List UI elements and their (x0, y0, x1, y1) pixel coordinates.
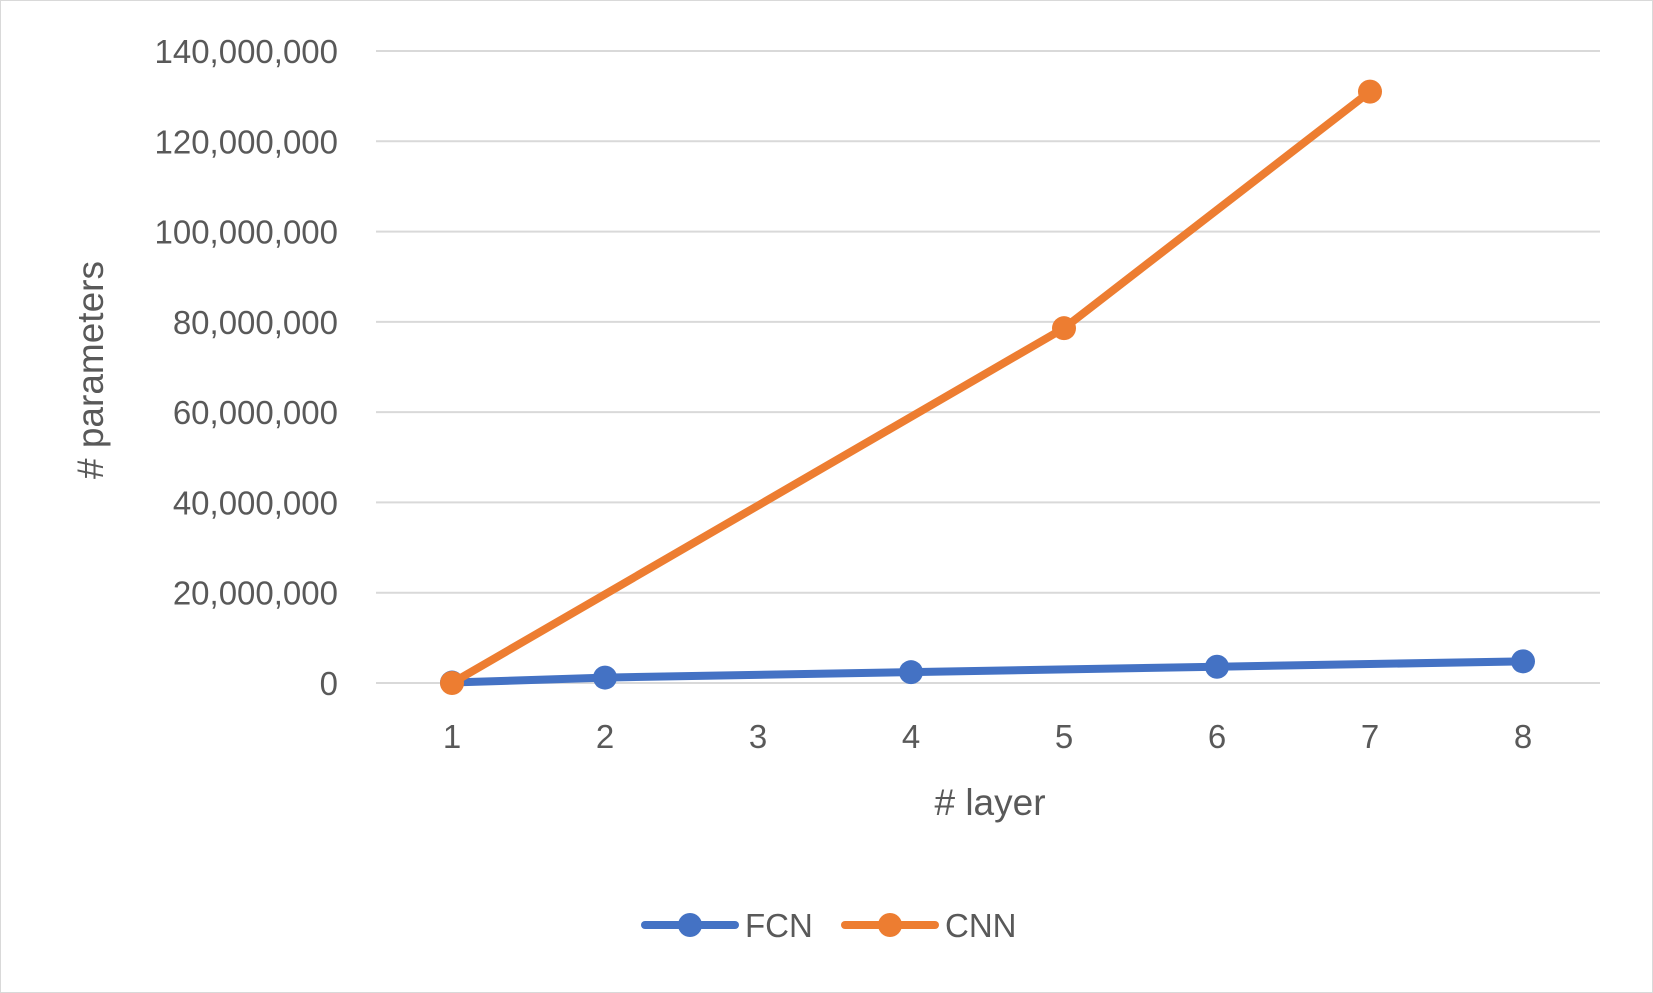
legend-label-fcn: FCN (745, 907, 813, 944)
x-tick-label: 5 (1055, 718, 1073, 755)
data-point-fcn (1205, 654, 1229, 679)
x-tick-label: 4 (902, 718, 920, 755)
x-axis-title: # layer (934, 782, 1045, 823)
y-tick-label: 60,000,000 (173, 394, 338, 431)
data-point-fcn (899, 660, 923, 685)
data-point-cnn (1052, 316, 1076, 341)
y-axis-ticks: 0 20,000,000 40,000,000 60,000,000 80,000,00… (154, 33, 338, 702)
legend: FCN CNN (641, 907, 1017, 944)
x-tick-label: 3 (749, 718, 767, 755)
x-axis-ticks: 1 2 3 4 5 6 7 8 (443, 718, 1532, 755)
x-tick-label: 2 (596, 718, 614, 755)
series-lines (440, 79, 1535, 695)
data-point-cnn (1358, 79, 1382, 104)
x-tick-label: 1 (443, 718, 461, 755)
series-line-cnn (448, 87, 1374, 687)
y-tick-label: 80,000,000 (173, 304, 338, 341)
x-tick-label: 8 (1514, 718, 1532, 755)
legend-marker-cnn (878, 913, 902, 937)
data-point-fcn (1511, 649, 1535, 674)
y-axis-title: # parameters (70, 261, 111, 479)
data-point-fcn (593, 665, 617, 690)
gridlines (376, 50, 1600, 684)
data-point-cnn (440, 671, 464, 695)
legend-marker-fcn (678, 913, 702, 937)
y-tick-label: 120,000,000 (154, 123, 338, 160)
y-tick-label: 20,000,000 (173, 575, 338, 612)
y-tick-label: 40,000,000 (173, 484, 338, 521)
y-tick-label: 100,000,000 (154, 214, 338, 251)
x-tick-label: 6 (1208, 718, 1226, 755)
x-tick-label: 7 (1361, 718, 1379, 755)
y-tick-label: 0 (320, 665, 338, 702)
legend-label-cnn: CNN (945, 907, 1017, 944)
y-tick-label: 140,000,000 (154, 33, 338, 70)
